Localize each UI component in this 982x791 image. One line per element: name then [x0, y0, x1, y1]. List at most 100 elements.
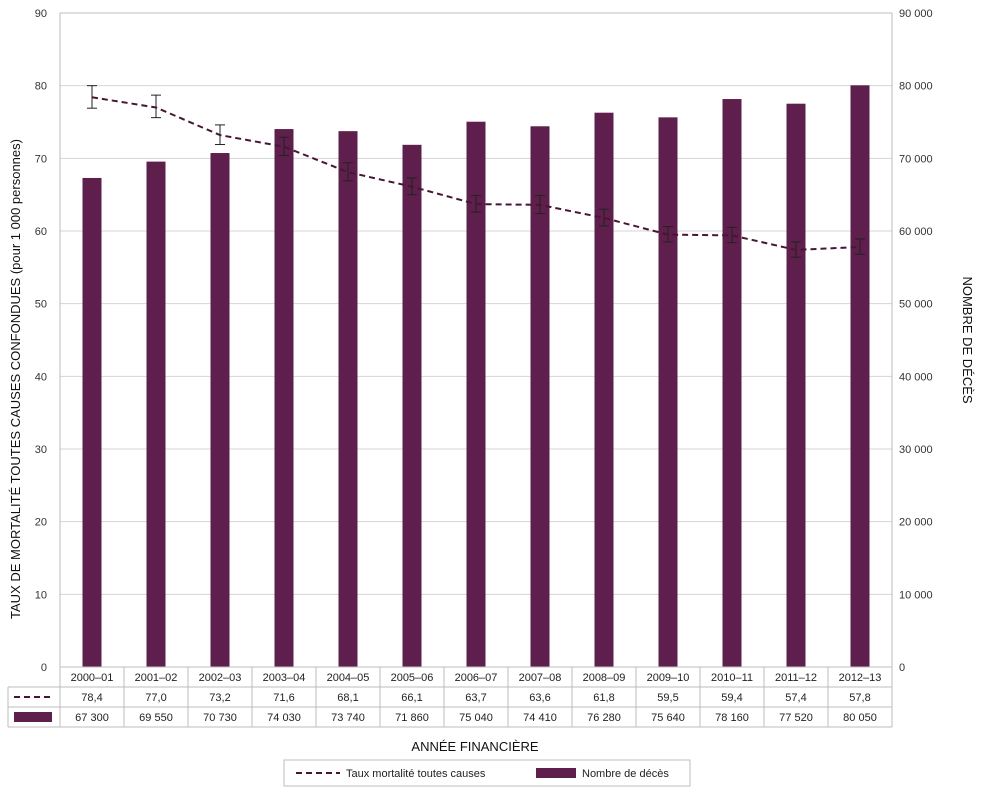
category-label: 2001–02 [135, 672, 178, 684]
bar [530, 126, 550, 667]
category-label: 2010–11 [711, 672, 753, 684]
rate-data-label: 63,6 [529, 692, 550, 704]
error-bar [599, 208, 609, 227]
category-label: 2003–04 [263, 672, 306, 684]
deaths-data-label: 76 280 [587, 712, 621, 724]
x-axis-title: ANNÉE FINANCIÈRE [411, 739, 538, 754]
left-tick-label: 30 [35, 444, 47, 456]
deaths-data-label: 70 730 [203, 712, 237, 724]
deaths-data-label: 74 030 [267, 712, 301, 724]
bar [210, 153, 230, 667]
right-tick-label: 10 000 [899, 589, 933, 601]
bar [786, 103, 806, 668]
data-table: 2000–01 78,4 67 300 2001–02 77,0 69 550 2002–0… [7, 666, 893, 728]
deaths-data-label: 77 520 [779, 712, 813, 724]
legend-bar-swatch [536, 768, 576, 778]
right-tick-label: 50 000 [899, 299, 933, 311]
category-label: 2006–07 [455, 672, 498, 684]
deaths-data-label: 80 050 [843, 712, 877, 724]
right-tick-label: 30 000 [899, 444, 933, 456]
rate-data-label: 73,2 [209, 692, 230, 704]
bar [146, 161, 166, 667]
category-label: 2007–08 [519, 672, 562, 684]
deaths-data-label: 78 160 [715, 712, 749, 724]
legend-label-rate: Taux mortalité toutes causes [346, 768, 486, 780]
legend-label-deaths: Nombre de décès [582, 768, 669, 780]
bar [82, 177, 102, 667]
deaths-data-label: 74 410 [523, 712, 557, 724]
error-bar [663, 226, 673, 243]
left-tick-label: 0 [41, 662, 47, 674]
error-bar [279, 136, 289, 156]
deaths-data-label: 67 300 [75, 712, 109, 724]
error-bar [215, 124, 225, 146]
deaths-data-label: 69 550 [139, 712, 173, 724]
error-bar [535, 194, 545, 215]
error-bar [855, 238, 865, 255]
category-label: 2011–12 [775, 672, 817, 684]
left-tick-label: 40 [35, 371, 47, 383]
right-tick-label: 70 000 [899, 153, 933, 165]
category-label: 2008–09 [583, 672, 626, 684]
right-tick-label: 20 000 [899, 517, 933, 529]
legend-box [283, 759, 691, 787]
right-tick-label: 90 000 [899, 8, 933, 20]
error-bar [727, 226, 737, 244]
bar [402, 144, 422, 668]
rate-data-label: 63,7 [465, 692, 486, 704]
legend: Taux mortalité toutes causes Nombre de d… [283, 759, 691, 787]
right-tick-label: 80 000 [899, 81, 933, 93]
right-tick-label: 0 [899, 662, 905, 674]
left-tick-label: 10 [35, 589, 47, 601]
right-axis-title: NOMBRE DE DÉCÈS [960, 276, 975, 403]
rate-data-label: 71,6 [273, 692, 294, 704]
left-tick-label: 20 [35, 517, 47, 529]
bar [594, 112, 614, 667]
left-tick-label: 50 [35, 299, 47, 311]
rate-data-label: 59,5 [657, 692, 678, 704]
error-bar [407, 177, 417, 196]
error-bar [343, 162, 353, 182]
left-axis-ticks: 0 10 20 30 40 50 60 70 80 90 [35, 8, 47, 674]
category-label: 2000–01 [71, 672, 114, 684]
right-tick-label: 60 000 [899, 226, 933, 238]
rate-data-label: 59,4 [721, 692, 742, 704]
bar [658, 117, 678, 667]
left-tick-label: 60 [35, 226, 47, 238]
bar [722, 99, 742, 667]
right-tick-label: 40 000 [899, 371, 933, 383]
category-label: 2002–03 [199, 672, 242, 684]
category-label: 2009–10 [647, 672, 690, 684]
line-series-mortality-rate [87, 85, 865, 258]
left-tick-label: 90 [35, 8, 47, 20]
error-bar [471, 194, 481, 213]
table-bar-swatch [14, 712, 52, 722]
rate-data-label: 61,8 [593, 692, 614, 704]
deaths-data-label: 71 860 [395, 712, 429, 724]
bar [338, 131, 358, 667]
rate-data-label: 57,4 [785, 692, 806, 704]
error-bar [87, 85, 97, 109]
rate-data-label: 57,8 [849, 692, 870, 704]
bar [274, 129, 294, 668]
rate-data-label: 78,4 [81, 692, 102, 704]
error-bar [151, 94, 161, 119]
left-axis-title: TAUX DE MORTALITÉ TOUTES CAUSES CONFONDU… [8, 139, 23, 619]
right-axis-ticks: 0 10 000 20 000 30 000 40 000 50 000 60 000 70 … [899, 8, 933, 674]
bar [466, 121, 486, 667]
category-label: 2004–05 [327, 672, 370, 684]
rate-data-label: 66,1 [401, 692, 422, 704]
left-tick-label: 80 [35, 81, 47, 93]
deaths-data-label: 73 740 [331, 712, 365, 724]
rate-data-label: 68,1 [337, 692, 358, 704]
bar [850, 85, 870, 667]
category-label: 2012–13 [839, 672, 882, 684]
bar-series-deaths [82, 85, 870, 668]
deaths-data-label: 75 640 [651, 712, 685, 724]
left-tick-label: 70 [35, 153, 47, 165]
error-bar [791, 241, 801, 258]
rate-data-label: 77,0 [145, 692, 166, 704]
deaths-data-label: 75 040 [459, 712, 493, 724]
category-label: 2005–06 [391, 672, 434, 684]
